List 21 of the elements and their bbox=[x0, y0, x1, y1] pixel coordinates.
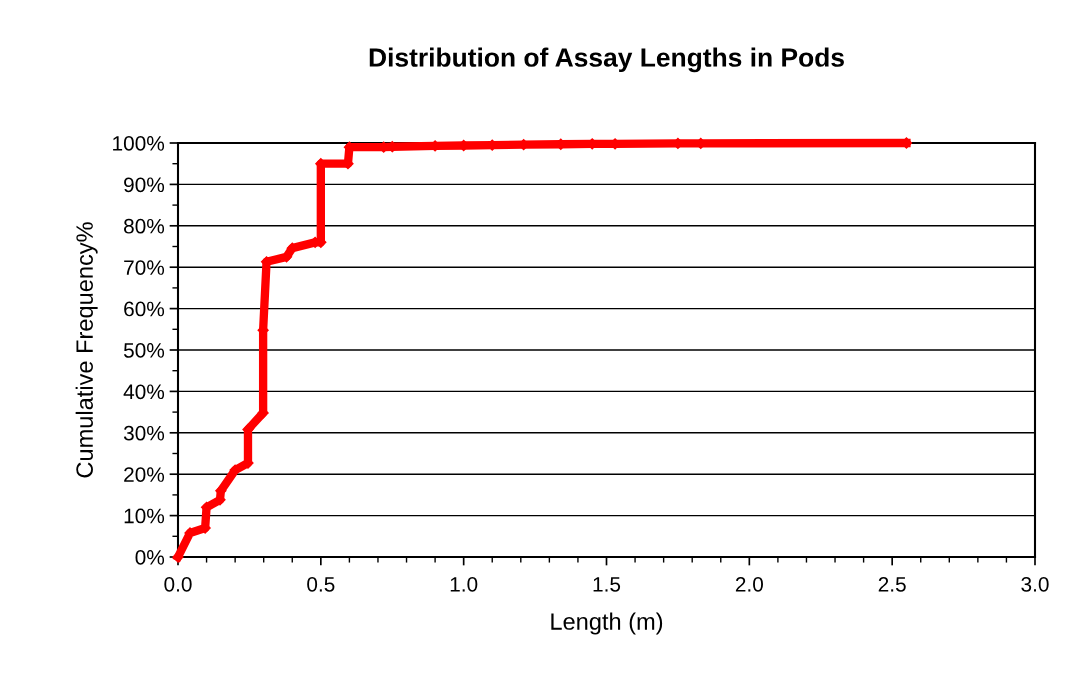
y-axis-title: Cumulative Frequency% bbox=[75, 222, 98, 478]
x-tick-label: 2.5 bbox=[878, 576, 906, 592]
y-tick-label: 30% bbox=[123, 425, 165, 441]
y-tick-label: 10% bbox=[124, 508, 165, 524]
y-tick-label: 90% bbox=[124, 177, 165, 193]
chart-title: Distribution of Assay Lengths in Pods bbox=[369, 47, 844, 73]
x-tick-label: 1.0 bbox=[450, 576, 478, 592]
y-tick-label: 70% bbox=[124, 260, 165, 275]
x-tick-label: 0.0 bbox=[164, 576, 192, 592]
x-axis-title: Length (m) bbox=[551, 612, 663, 635]
y-tick-label: 50% bbox=[123, 343, 165, 358]
y-tick-label: 100% bbox=[113, 136, 165, 151]
y-tick-label: 20% bbox=[124, 467, 165, 482]
x-tick-label: 0.5 bbox=[307, 576, 335, 592]
x-tick-label: 1.5 bbox=[593, 577, 621, 592]
x-tick-label: 2.0 bbox=[735, 576, 763, 592]
y-tick-label: 60% bbox=[124, 301, 165, 317]
y-tick-label: 80% bbox=[124, 218, 165, 234]
y-tick-label: 0% bbox=[135, 550, 165, 565]
y-tick-label: 40% bbox=[123, 384, 165, 400]
x-tick-label: 3.0 bbox=[1021, 576, 1049, 592]
